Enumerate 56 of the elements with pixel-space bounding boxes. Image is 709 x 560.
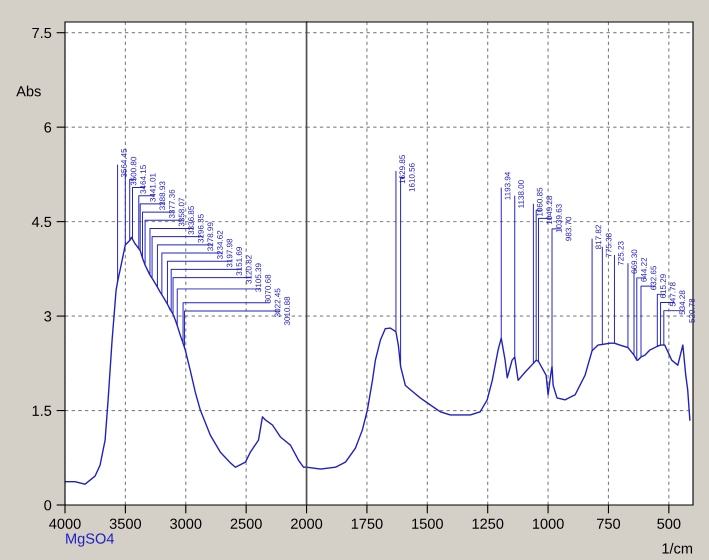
annotation: 1138.00 <box>518 180 524 208</box>
annotation: 1610.56 <box>409 163 415 192</box>
annotation: 775.38 <box>606 233 612 258</box>
x-tick-label: 750 <box>597 518 620 529</box>
y-axis-title: Abs <box>16 86 41 96</box>
annotation: 3010.88 <box>284 296 290 326</box>
annotation: 1060.85 <box>536 188 543 216</box>
x-tick-label: 4000 <box>49 518 81 529</box>
annotation: 3120.82 <box>246 255 252 284</box>
annotation: 520.78 <box>689 298 695 323</box>
annotation: 3377.36 <box>169 190 175 218</box>
x-tick-label: 2000 <box>291 518 322 529</box>
annotation: 1039.63 <box>556 204 562 232</box>
annotation: 669.30 <box>631 250 638 274</box>
annotation: 3500.80 <box>130 156 136 186</box>
annotation: 1049.28 <box>546 196 552 224</box>
annotation: 3388.93 <box>159 182 166 210</box>
x-tick-label: 3000 <box>170 518 202 529</box>
annotation: 3022.45 <box>274 288 280 318</box>
annotation: 3234.62 <box>217 230 223 260</box>
annotation: 644.22 <box>641 258 647 282</box>
annotation: 3464.15 <box>140 165 146 194</box>
annotation: 3336.85 <box>188 206 194 235</box>
annotation: 3070.68 <box>265 274 271 304</box>
annotation: 3296.35 <box>198 214 204 243</box>
x-tick-label: 2500 <box>230 518 262 529</box>
y-tick-label: 6 <box>44 122 52 133</box>
y-tick-label: 1.5 <box>32 406 52 416</box>
x-tick-label: 1250 <box>472 518 504 529</box>
y-tick-label: 7.5 <box>32 28 52 38</box>
y-tick-label: 0 <box>44 500 52 510</box>
x-tick-label: 500 <box>657 518 680 529</box>
annotation: 3151.69 <box>236 247 242 276</box>
annotation: 615.29 <box>660 274 666 298</box>
annotation: 1193.94 <box>504 172 510 200</box>
annotation: 3105.39 <box>255 263 262 292</box>
x-tick-label: 1750 <box>352 518 383 529</box>
annotation: 3358.07 <box>178 198 184 226</box>
x-tick-label: 3500 <box>110 518 142 529</box>
text: MgSO4 <box>66 533 114 547</box>
x-tick-label: 1000 <box>532 518 564 529</box>
y-tick-label: 4.5 <box>32 216 52 228</box>
annotation: 3278.99 <box>207 222 214 251</box>
annotation: 1629.85 <box>399 155 406 184</box>
annotation: 3564.45 <box>121 148 127 178</box>
annotation: 3441.01 <box>150 173 156 202</box>
annotation: 534.28 <box>679 290 686 314</box>
annotation: 3197.98 <box>226 238 232 268</box>
x-tick-label: 1500 <box>412 518 443 529</box>
x-axis-title: 1/cm <box>662 542 692 554</box>
annotation: 983.70 <box>566 216 572 241</box>
annotation: 632.65 <box>650 266 656 290</box>
annotation: 725.23 <box>618 241 624 266</box>
annotation: 547.78 <box>670 282 676 306</box>
annotation: 817.82 <box>596 225 602 249</box>
y-tick-label: 3 <box>44 311 52 322</box>
